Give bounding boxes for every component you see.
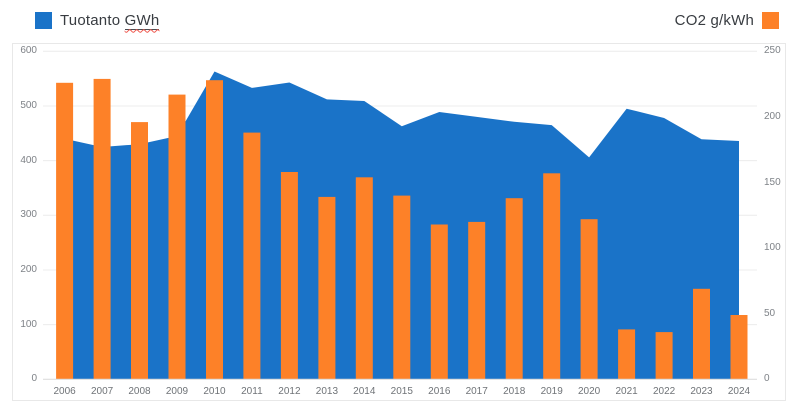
co2-bar-2019[interactable] <box>543 173 561 380</box>
x-axis-label-2012: 2012 <box>278 386 301 397</box>
chart-frame <box>12 43 786 401</box>
legend-production-unit: GWh <box>124 11 160 29</box>
y-axis-right-tick-0: 0 <box>764 373 770 385</box>
co2-bar-2008[interactable] <box>131 122 148 380</box>
co2-bar-2006[interactable] <box>56 82 74 380</box>
co2-bar-2011[interactable] <box>243 132 261 380</box>
co2-bar-2023[interactable] <box>693 288 710 380</box>
y-axis-right-tick-100: 100 <box>764 242 781 254</box>
co2-bar-2015[interactable] <box>393 195 411 380</box>
y-axis-right-tick-200: 200 <box>764 110 781 122</box>
x-axis-label-2023: 2023 <box>690 386 713 397</box>
co2-bar-2024[interactable] <box>730 315 748 380</box>
y-axis-left-tick-100: 100 <box>20 318 37 330</box>
x-axis-label-2015: 2015 <box>390 386 413 397</box>
y-axis-right-tick-150: 150 <box>764 176 781 188</box>
x-axis-label-2006: 2006 <box>53 386 76 397</box>
co2-bar-2014[interactable] <box>355 177 373 380</box>
x-axis-label-2008: 2008 <box>128 386 151 397</box>
co2-bar-2018[interactable] <box>505 198 523 380</box>
co2-bar-2020[interactable] <box>580 219 598 380</box>
x-axis-label-2016: 2016 <box>428 386 451 397</box>
legend-co2-label: CO2 g/kWh <box>674 11 754 29</box>
co2-bar-2012[interactable] <box>280 172 298 380</box>
legend-production-label: Tuotanto GWh <box>60 11 160 30</box>
y-axis-right-tick-50: 50 <box>764 307 776 319</box>
x-axis-label-2014: 2014 <box>353 386 376 397</box>
legend-production[interactable]: Tuotanto GWh <box>35 11 160 30</box>
y-axis-left-tick-500: 500 <box>20 100 37 111</box>
x-axis-label-2013: 2013 <box>315 386 339 397</box>
x-axis-label-2009: 2009 <box>165 386 189 397</box>
x-axis-label-2011: 2011 <box>241 386 263 397</box>
x-axis-label-2017: 2017 <box>465 386 488 397</box>
y-axis-right-tick-250: 250 <box>764 45 781 57</box>
co2-swatch <box>762 11 779 29</box>
legend-production-prefix: Tuotanto <box>60 11 125 29</box>
x-axis-label-2020: 2020 <box>577 386 601 397</box>
x-axis-label-2021: 2021 <box>615 386 638 397</box>
co2-bar-2010[interactable] <box>206 80 223 380</box>
x-axis-label-2010: 2010 <box>203 386 226 397</box>
y-axis-left-tick-400: 400 <box>20 154 37 166</box>
x-axis-label-2018: 2018 <box>503 386 526 397</box>
x-axis-label-2022: 2022 <box>652 386 676 397</box>
y-axis-left-tick-0: 0 <box>31 373 37 385</box>
x-axis-label-2019: 2019 <box>540 386 563 397</box>
legend-co2[interactable]: CO2 g/kWh <box>675 11 779 29</box>
co2-bar-2013[interactable] <box>318 196 336 380</box>
co2-bar-2021[interactable] <box>618 329 636 380</box>
y-axis-left-tick-600: 600 <box>20 45 37 57</box>
y-axis-left-tick-300: 300 <box>20 209 37 221</box>
x-axis-label-2024: 2024 <box>727 386 751 397</box>
co2-bar-2017[interactable] <box>468 221 486 380</box>
co2-bar-2016[interactable] <box>430 224 448 380</box>
production-swatch <box>35 11 52 29</box>
co2-bar-2009[interactable] <box>168 94 186 380</box>
co2-bar-2007[interactable] <box>93 78 111 380</box>
y-axis-left-tick-200: 200 <box>20 264 37 275</box>
x-axis-label-2007: 2007 <box>90 386 114 397</box>
co2-bar-2022[interactable] <box>655 332 673 380</box>
